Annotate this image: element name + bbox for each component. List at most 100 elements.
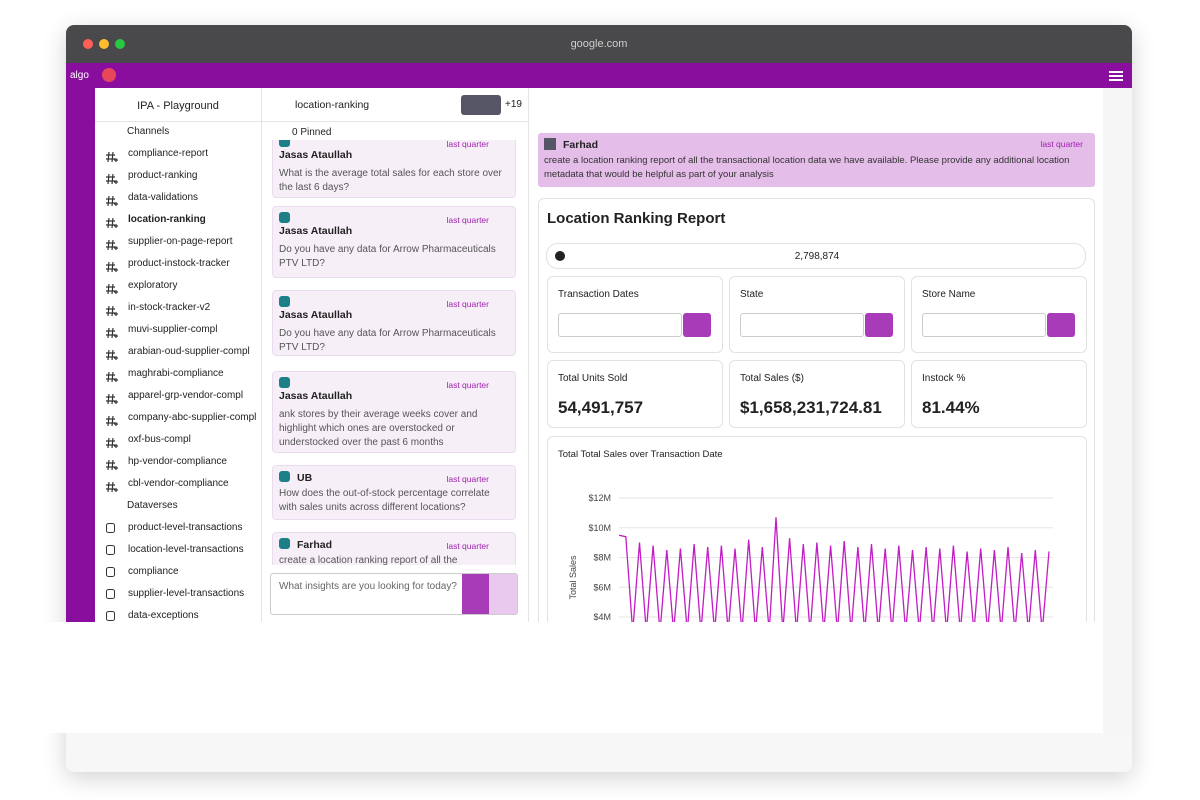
dataverse-item[interactable]: supplier-level-transactions [128,588,245,599]
channel-icon [106,303,118,317]
hash-glyph [106,217,118,229]
avatar [279,140,290,147]
channel-item[interactable]: supplier-on-page-report [128,236,233,247]
filter-input[interactable] [558,313,682,337]
y-tick-label: $6M [593,582,611,592]
thread-message: Farhad last quarter create a location ra… [538,133,1095,187]
hash-glyph [106,151,118,163]
channel-item[interactable]: compliance-report [128,148,209,159]
channel-name[interactable]: location-ranking [295,99,370,111]
filter-button[interactable] [865,313,893,337]
channel-item[interactable]: maghrabi-compliance [128,368,224,379]
dataverse-item[interactable]: data-exceptions [128,610,199,621]
message-author: Jasas Ataullah [279,309,353,321]
y-tick-label: $10M [588,523,611,533]
channel-icon [106,259,118,273]
channel-item[interactable]: apparel-grp-vendor-compl [128,390,244,401]
member-avatars [461,95,501,115]
chat-message[interactable]: Jasas Ataullah last quarter Do you have an… [272,290,516,356]
kpi-card: Instock % 81.44% [911,360,1087,428]
kpi-value: $1,658,231,724.81 [740,398,882,417]
channel-item[interactable]: location-ranking [128,214,206,225]
send-button[interactable] [489,574,517,614]
channel-item[interactable]: arabian-oud-supplier-compl [128,346,250,357]
divider [262,121,528,122]
channel-item[interactable]: company-abc-supplier-compl [128,412,257,423]
message-time: last quarter [446,541,489,551]
thread-time: last quarter [1040,139,1083,149]
channel-icon [106,149,118,163]
row-count: 2,798,874 [794,251,840,262]
kpi-label: Total Sales ($) [740,373,804,384]
chat-message[interactable]: Farhad last quarter create a location rank… [272,532,516,565]
channel-item[interactable]: oxf-bus-compl [128,434,191,445]
url[interactable]: google.com [570,38,628,50]
channel-item[interactable]: cbl-vendor-compliance [128,478,229,489]
message-text: Do you have any data for Arrow Pharmaceu… [279,244,496,269]
message-time: last quarter [446,299,489,309]
blank-area [95,622,1103,733]
hash-glyph [106,327,118,339]
chat-input[interactable]: What insights are you looking for today? [270,573,518,615]
close-button[interactable] [83,39,93,49]
divider [95,121,261,122]
filter-button[interactable] [1047,313,1075,337]
pinned-count[interactable]: 0 Pinned [292,127,332,138]
dataverse-icon [106,589,115,599]
channel-icon [106,237,118,251]
message-text: create a location ranking report of all … [279,555,458,565]
avatar [544,138,556,150]
sales-line [619,517,1050,623]
chat-message[interactable]: Jasas Ataullah last quarter What is the av… [272,140,516,198]
channel-icon [106,193,118,207]
dataverse-item[interactable]: compliance [128,566,179,577]
channel-item[interactable]: muvi-supplier-compl [128,324,218,335]
hash-glyph [106,349,118,361]
channel-item[interactable]: product-ranking [128,170,198,181]
sidebar: IPA - Playground Channels compliance-repo… [95,88,262,622]
window-footer [66,733,1132,772]
avatar [279,212,290,223]
filter-input[interactable] [740,313,864,337]
message-time: last quarter [446,215,489,225]
chat-message[interactable]: Jasas Ataullah last quarter Do you have an… [272,206,516,278]
channel-item[interactable]: hp-vendor-compliance [128,456,227,467]
kpi-card: Total Sales ($) $1,658,231,724.81 [729,360,905,428]
channel-item[interactable]: in-stock-tracker-v2 [128,302,211,313]
filter-label: Transaction Dates [558,289,639,300]
channel-icon [106,347,118,361]
dataverse-item[interactable]: location-level-transactions [128,544,244,555]
menu-button[interactable] [1109,71,1123,73]
report-title: Location Ranking Report [547,210,726,227]
kpi-label: Instock % [922,373,966,384]
chat-message[interactable]: Jasas Ataullah last quarter ank stores by … [272,371,516,453]
filter-card: Transaction Dates [547,276,723,353]
workspace-title: IPA - Playground [137,100,219,112]
dataverse-item[interactable]: product-level-transactions [128,522,243,533]
chart-title: Total Total Sales over Transaction Date [558,449,723,460]
chart-card: Total Total Sales over Transaction Date $… [547,436,1087,636]
chat-message[interactable]: UB last quarter How does the out-of-stock … [272,465,516,520]
maximize-button[interactable] [115,39,125,49]
line-chart: $4M $6M $8M $10M $12M Total Sales [568,493,1053,623]
message-text: Do you have any data for Arrow Pharmaceu… [279,328,496,353]
chat-column: location-ranking +19 0 Pinned [262,88,529,622]
minimize-button[interactable] [99,39,109,49]
message-time: last quarter [446,380,489,390]
filter-button[interactable] [683,313,711,337]
section-heading[interactable]: Dataverses [127,500,178,511]
section-heading[interactable]: Channels [127,126,170,137]
channel-item[interactable]: data-validations [128,192,199,203]
channel-item[interactable]: product-instock-tracker [128,258,230,269]
generate-button[interactable] [462,574,489,614]
hash-glyph [106,415,118,427]
browser-bar: google.com [66,25,1132,63]
back-button[interactable] [102,68,116,82]
message-author: UB [297,472,313,484]
kpi-card: Total Units Sold 54,491,757 [547,360,723,428]
channel-item[interactable]: exploratory [128,280,178,291]
filter-input[interactable] [922,313,1046,337]
channel-icon [106,325,118,339]
member-count[interactable]: +19 [505,99,522,110]
